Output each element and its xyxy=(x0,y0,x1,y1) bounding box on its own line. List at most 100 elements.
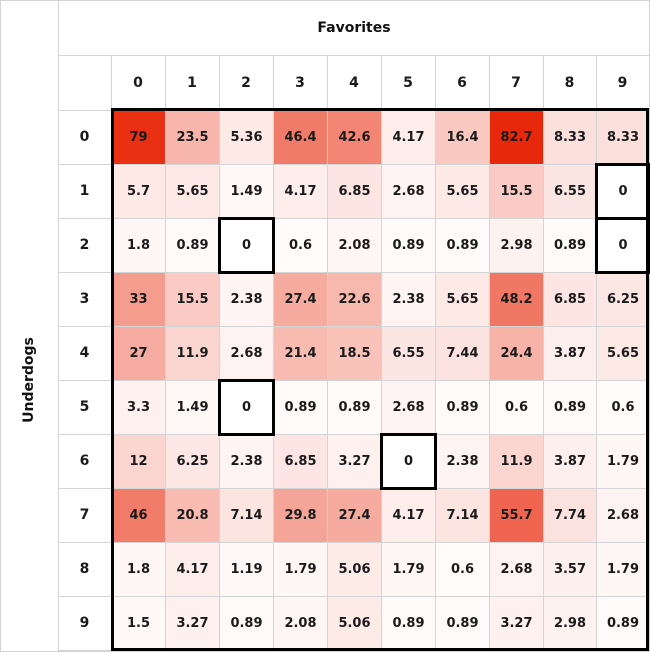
heatmap-cell-r3-c9: 6.25 xyxy=(597,273,649,326)
heatmap-cell-r6-c3: 6.85 xyxy=(274,435,327,488)
heatmap-cell-r7-c5: 4.17 xyxy=(382,489,435,542)
heatmap-cell-r4-c0: 27 xyxy=(112,327,165,380)
heatmap-cell-r8-c2: 1.19 xyxy=(220,543,273,596)
heatmap-cell-r0-c6: 16.4 xyxy=(436,111,489,164)
row-header-9: 9 xyxy=(79,615,90,631)
heatmap-cell-r5-c6: 0.89 xyxy=(436,381,489,434)
heatmap-cell-r0-c9: 8.33 xyxy=(597,111,649,164)
heatmap-cell-r1-c1: 5.65 xyxy=(166,165,219,218)
grid-line xyxy=(165,55,166,652)
heatmap-cell-r3-c1: 15.5 xyxy=(166,273,219,326)
column-header-6: 6 xyxy=(457,74,467,91)
heatmap-cell-r2-c1: 0.89 xyxy=(166,219,219,272)
grid-line xyxy=(273,55,274,652)
heatmap-cell-r9-c5: 0.89 xyxy=(382,597,435,650)
heatmap-cell-r4-c4: 18.5 xyxy=(328,327,381,380)
row-header-4: 4 xyxy=(79,345,90,361)
heatmap-cell-r1-c6: 5.65 xyxy=(436,165,489,218)
heatmap-cell-r0-c0: 79 xyxy=(112,111,165,164)
heatmap-cell-r5-c2: 0 xyxy=(220,381,273,434)
heatmap-cell-r3-c2: 2.38 xyxy=(220,273,273,326)
column-header-0: 0 xyxy=(133,74,143,91)
heatmap-cell-r9-c2: 0.89 xyxy=(220,597,273,650)
heatmap-cell-r7-c1: 20.8 xyxy=(166,489,219,542)
grid-line xyxy=(58,542,650,543)
grid-line xyxy=(489,55,490,652)
heatmap-cell-r2-c2: 0 xyxy=(220,219,273,272)
heatmap-cell-r4-c9: 5.65 xyxy=(597,327,649,380)
heatmap-cell-r6-c0: 12 xyxy=(112,435,165,488)
heatmap-cell-r8-c1: 4.17 xyxy=(166,543,219,596)
heatmap-cell-r1-c4: 6.85 xyxy=(328,165,381,218)
row-header-6: 6 xyxy=(79,453,90,469)
heatmap-cell-r8-c3: 1.79 xyxy=(274,543,327,596)
heatmap-cell-r6-c9: 1.79 xyxy=(597,435,649,488)
heatmap-cell-r2-c3: 0.6 xyxy=(274,219,327,272)
heatmap-cell-r8-c6: 0.6 xyxy=(436,543,489,596)
underdogs-axis-title: Underdogs xyxy=(21,337,37,423)
heatmap-cell-r6-c7: 11.9 xyxy=(490,435,543,488)
grid-line xyxy=(219,55,220,652)
heatmap-cell-r4-c2: 2.68 xyxy=(220,327,273,380)
row-header-5: 5 xyxy=(79,399,90,415)
grid-line xyxy=(327,55,328,652)
heatmap-cell-r0-c8: 8.33 xyxy=(544,111,596,164)
column-header-4: 4 xyxy=(349,74,359,91)
grid-line xyxy=(0,0,1,652)
heatmap-cell-r4-c1: 11.9 xyxy=(166,327,219,380)
heatmap-cell-r2-c5: 0.89 xyxy=(382,219,435,272)
heatmap-cell-r6-c6: 2.38 xyxy=(436,435,489,488)
heatmap-cell-r4-c7: 24.4 xyxy=(490,327,543,380)
row-header-7: 7 xyxy=(79,507,90,523)
heatmap-cell-r5-c5: 2.68 xyxy=(382,381,435,434)
heatmap-cell-r2-c8: 0.89 xyxy=(544,219,596,272)
heatmap-cell-r8-c8: 3.57 xyxy=(544,543,596,596)
grid-line xyxy=(596,55,597,652)
column-header-8: 8 xyxy=(564,74,575,91)
heatmap-cell-r1-c8: 6.55 xyxy=(544,165,596,218)
row-header-8: 8 xyxy=(79,561,90,577)
heatmap-cell-r0-c4: 42.6 xyxy=(328,111,381,164)
heatmap-cell-r6-c8: 3.87 xyxy=(544,435,596,488)
column-header-2: 2 xyxy=(241,74,251,91)
heatmap-cell-r7-c4: 27.4 xyxy=(328,489,381,542)
heatmap-cell-r8-c0: 1.8 xyxy=(112,543,165,596)
heatmap-cell-r3-c5: 2.38 xyxy=(382,273,435,326)
column-header-5: 5 xyxy=(403,74,413,91)
heatmap-cell-r9-c7: 3.27 xyxy=(490,597,543,650)
heatmap-cell-r4-c5: 6.55 xyxy=(382,327,435,380)
heatmap-cell-r7-c0: 46 xyxy=(112,489,165,542)
heatmap-cell-r1-c9: 0 xyxy=(597,165,649,218)
heatmap-cell-r7-c9: 2.68 xyxy=(597,489,649,542)
heatmap-cell-r1-c3: 4.17 xyxy=(274,165,327,218)
heatmap-cell-r5-c1: 1.49 xyxy=(166,381,219,434)
underdogs-axis-title-container: Underdogs xyxy=(0,110,58,650)
row-header-2: 2 xyxy=(79,237,90,253)
heatmap-cell-r6-c2: 2.38 xyxy=(220,435,273,488)
grid-line xyxy=(381,55,382,652)
heatmap-cell-r9-c6: 0.89 xyxy=(436,597,489,650)
heatmap-cell-r1-c5: 2.68 xyxy=(382,165,435,218)
heatmap-cell-r4-c3: 21.4 xyxy=(274,327,327,380)
heatmap-cell-r0-c7: 82.7 xyxy=(490,111,543,164)
heatmap-cell-r3-c4: 22.6 xyxy=(328,273,381,326)
heatmap-cell-r2-c0: 1.8 xyxy=(112,219,165,272)
favorites-axis-title: Favorites xyxy=(317,19,391,36)
heatmap-cell-r6-c4: 3.27 xyxy=(328,435,381,488)
heatmap-cell-r6-c1: 6.25 xyxy=(166,435,219,488)
heatmap-cell-r9-c4: 5.06 xyxy=(328,597,381,650)
heatmap-cell-r1-c7: 15.5 xyxy=(490,165,543,218)
heatmap-cell-r2-c4: 2.08 xyxy=(328,219,381,272)
heatmap-cell-r7-c2: 7.14 xyxy=(220,489,273,542)
heatmap-cell-r8-c4: 5.06 xyxy=(328,543,381,596)
grid-line xyxy=(58,488,650,489)
heatmap-cell-r7-c3: 29.8 xyxy=(274,489,327,542)
heatmap-cell-r0-c3: 46.4 xyxy=(274,111,327,164)
heatmap-cell-r1-c2: 1.49 xyxy=(220,165,273,218)
heatmap-cell-r6-c5: 0 xyxy=(382,435,435,488)
heatmap-cell-r5-c7: 0.6 xyxy=(490,381,543,434)
row-header-0: 0 xyxy=(79,129,90,145)
grid-line xyxy=(58,596,650,597)
heatmap-cell-r7-c8: 7.74 xyxy=(544,489,596,542)
